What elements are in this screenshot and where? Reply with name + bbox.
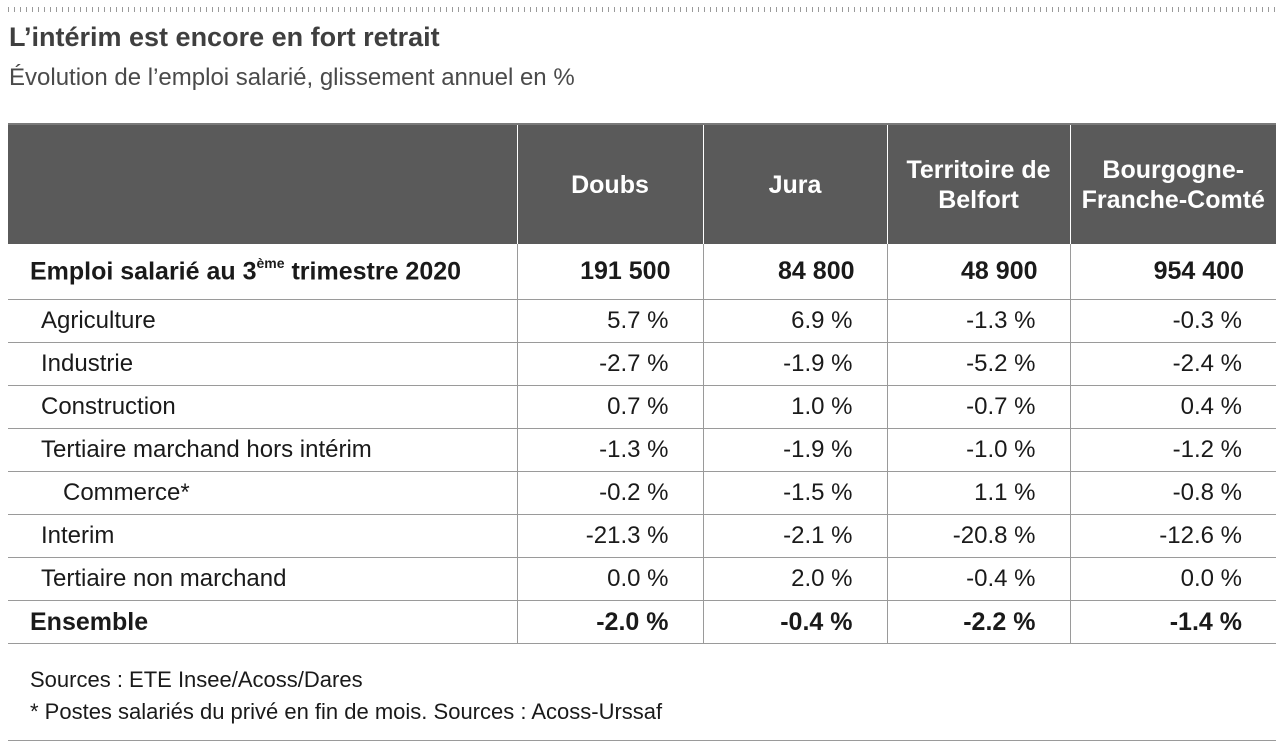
cell-value: 2.0 % — [702, 557, 887, 601]
row-label: Tertiaire marchand hors intérim — [8, 428, 517, 472]
employment-total-row: Emploi salarié au 3ème trimestre 2020 19… — [8, 244, 1276, 300]
table-row: Construction 0.7 % 1.0 % -0.7 % 0.4 % — [8, 385, 1276, 429]
sources-note: Sources : ETE Insee/Acoss/Dares — [30, 667, 363, 692]
row-label-sup: ème — [256, 254, 285, 271]
table-row: Interim -21.3 % -2.1 % -20.8 % -12.6 % — [8, 514, 1276, 558]
row-label: Construction — [8, 385, 517, 429]
cell-value: 954 400 — [1069, 244, 1276, 300]
footnote: * Postes salariés du privé en fin de moi… — [30, 699, 663, 724]
cell-value: -0.8 % — [1069, 471, 1276, 515]
cell-value: -21.3 % — [516, 514, 703, 558]
cell-value: 191 500 — [516, 244, 703, 300]
row-label-part: trimestre 2020 — [284, 257, 462, 286]
header-doubs: Doubs — [516, 123, 703, 244]
row-label: Agriculture — [8, 299, 517, 343]
cell-value: -1.3 % — [516, 428, 703, 472]
cell-value: -2.4 % — [1069, 342, 1276, 386]
cell-value: 5.7 % — [516, 299, 703, 343]
header-empty — [8, 123, 517, 244]
cell-value: -0.4 % — [886, 557, 1070, 601]
cell-value: -5.2 % — [886, 342, 1070, 386]
cell-value: -0.4 % — [702, 600, 887, 644]
row-label: Emploi salarié au 3ème trimestre 2020 — [8, 244, 517, 300]
cell-value: 1.0 % — [702, 385, 887, 429]
cell-value: 84 800 — [702, 244, 887, 300]
cell-value: 1.1 % — [886, 471, 1070, 515]
header-territoire-line2: Belfort — [938, 185, 1019, 214]
cell-value: 0.4 % — [1069, 385, 1276, 429]
cell-value: 0.7 % — [516, 385, 703, 429]
header-bourgogne-line1: Bourgogne- — [1102, 155, 1245, 184]
cell-value: 0.0 % — [516, 557, 703, 601]
header-bourgogne-franche-comte: Bourgogne- Franche-Comté — [1069, 123, 1276, 244]
page-subtitle: Évolution de l’emploi salarié, glissemen… — [9, 64, 575, 91]
row-label: Industrie — [8, 342, 517, 386]
cell-value: -20.8 % — [886, 514, 1070, 558]
cell-value: 48 900 — [886, 244, 1070, 300]
cell-value: -1.9 % — [702, 342, 887, 386]
page-title: L’intérim est encore en fort retrait — [9, 22, 440, 52]
table-header-row: Doubs Jura Territoire de Belfort Bourgog… — [8, 123, 1276, 244]
header-territoire-line1: Territoire de — [906, 155, 1051, 184]
table-row: Agriculture 5.7 % 6.9 % -1.3 % -0.3 % — [8, 299, 1276, 343]
top-dotted-rule — [8, 7, 1276, 12]
header-bourgogne-line2: Franche-Comté — [1081, 185, 1265, 214]
cell-value: -1.4 % — [1069, 600, 1276, 644]
header-territoire-de-belfort: Territoire de Belfort — [886, 123, 1070, 244]
cell-value: -1.2 % — [1069, 428, 1276, 472]
cell-value: -2.0 % — [516, 600, 703, 644]
row-label: Ensemble — [8, 600, 517, 644]
cell-value: -2.1 % — [702, 514, 887, 558]
row-label-part: Emploi salarié au 3 — [30, 257, 257, 286]
ensemble-total-row: Ensemble -2.0 % -0.4 % -2.2 % -1.4 % — [8, 600, 1276, 644]
cell-value: -0.7 % — [886, 385, 1070, 429]
cell-value: -2.7 % — [516, 342, 703, 386]
employment-table: Doubs Jura Territoire de Belfort Bourgog… — [8, 123, 1276, 644]
cell-value: -1.0 % — [886, 428, 1070, 472]
table-row: Commerce* -0.2 % -1.5 % 1.1 % -0.8 % — [8, 471, 1276, 515]
cell-value: -0.2 % — [516, 471, 703, 515]
row-label: Commerce* — [8, 471, 517, 515]
table-row: Tertiaire non marchand 0.0 % 2.0 % -0.4 … — [8, 557, 1276, 601]
cell-value: 6.9 % — [702, 299, 887, 343]
cell-value: 0.0 % — [1069, 557, 1276, 601]
cell-value: -12.6 % — [1069, 514, 1276, 558]
cell-value: -0.3 % — [1069, 299, 1276, 343]
table-row: Industrie -2.7 % -1.9 % -5.2 % -2.4 % — [8, 342, 1276, 386]
bottom-rule — [8, 740, 1276, 741]
row-label: Tertiaire non marchand — [8, 557, 517, 601]
cell-value: -2.2 % — [886, 600, 1070, 644]
cell-value: -1.3 % — [886, 299, 1070, 343]
table-row: Tertiaire marchand hors intérim -1.3 % -… — [8, 428, 1276, 472]
cell-value: -1.5 % — [702, 471, 887, 515]
cell-value: -1.9 % — [702, 428, 887, 472]
header-jura: Jura — [702, 123, 887, 244]
row-label: Interim — [8, 514, 517, 558]
source-notes: Sources : ETE Insee/Acoss/Dares * Postes… — [30, 664, 662, 728]
